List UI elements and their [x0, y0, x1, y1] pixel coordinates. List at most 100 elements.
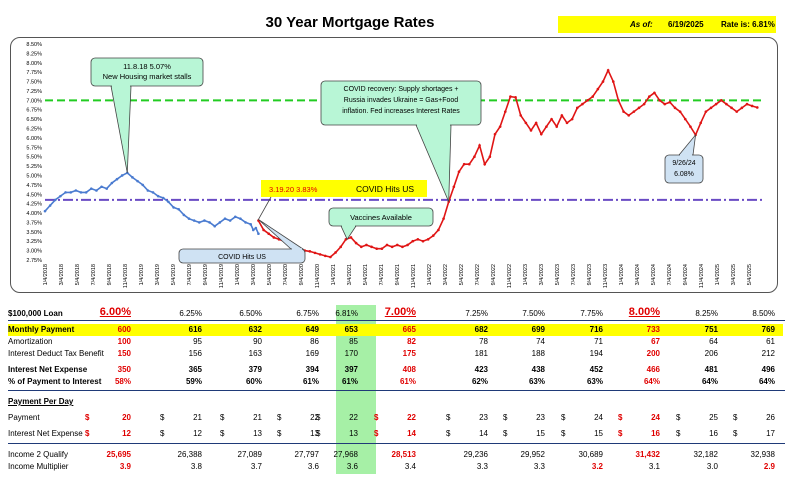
payment-per-day-row-cell: 21	[193, 413, 202, 422]
rate-header-row-cell: 8.00%	[628, 306, 660, 318]
rate-point	[406, 243, 409, 247]
rate-point	[89, 187, 93, 190]
rate-point	[115, 177, 119, 181]
rate-point	[755, 106, 759, 109]
x-tick-label: 1/4/2021	[331, 264, 337, 285]
rate-point	[323, 254, 327, 258]
rate-point	[375, 247, 379, 251]
rate-point	[354, 241, 358, 245]
payment-per-day-row-cell: 22	[349, 413, 358, 422]
payment-pct-row-cell: 62%	[471, 377, 488, 386]
rate-point	[318, 253, 322, 256]
interest-net-expense-row-cell: 394	[305, 365, 319, 374]
income-qualify-row-cell: 32,182	[693, 450, 718, 459]
rate-point	[69, 191, 73, 194]
rate-header-row-cell: 7.00%	[384, 306, 416, 318]
amortization-row-cell: 82	[407, 337, 416, 346]
rate-point	[699, 121, 703, 125]
payment-per-day-row-cell: 20	[122, 413, 131, 422]
x-tick-label: 5/4/2023	[555, 264, 561, 285]
payment-per-day-row-currency: $	[374, 413, 379, 422]
monthly-payment-row-cell: 682	[474, 325, 488, 334]
housing-stall-annotation-pointer	[110, 85, 132, 173]
interest-per-day-row: Interest Net Expense 12 $12 $13 $13 $13 $14 $14…	[8, 428, 783, 440]
housing-stall-annotation-text: 11.8.18 5.07%	[123, 62, 171, 71]
interest-per-day-row-cell: 13	[310, 429, 319, 438]
rate-point	[745, 102, 749, 106]
payment-per-day-row-cell: 26	[766, 413, 775, 422]
amortization-row-cell: 90	[253, 337, 262, 346]
income-qualify-row-cell: 27,968	[333, 450, 358, 459]
covid-recovery-annotation-text: Russia invades Ukraine = Gas+Food	[344, 97, 458, 104]
x-tick-label: 3/4/2023	[539, 264, 545, 285]
rate-point	[223, 217, 227, 220]
rate-point	[218, 221, 222, 224]
interest-per-day-row-cell: 13	[349, 429, 358, 438]
y-tick-label: 8.50%	[26, 42, 42, 48]
rate-point	[156, 194, 160, 198]
rate-point	[529, 129, 533, 132]
rate-point	[334, 251, 337, 254]
payment-per-day-row-cell: 23	[536, 413, 545, 422]
payment-per-day-header: Payment Per Day	[8, 396, 783, 408]
income-qualify-row-cell: 25,695	[106, 450, 131, 459]
interest-per-day-row-cell: 12	[193, 429, 202, 438]
payment-pct-row-cell: 61%	[302, 377, 319, 386]
interest-per-day-row-currency: $	[220, 429, 225, 438]
payment-per-day-header-label: Payment Per Day	[8, 397, 74, 406]
rate-point	[730, 106, 733, 110]
payment-pct-row-cell: 58%	[114, 377, 131, 386]
rate-point	[719, 99, 723, 102]
rate-point	[498, 125, 502, 128]
x-tick-label: 1/4/2020	[235, 264, 241, 285]
rate-point	[519, 114, 523, 117]
income-multiplier-row-cell: 3.2	[591, 462, 603, 471]
rate-header-row-cell: 6.75%	[296, 309, 319, 318]
rate-point	[395, 243, 399, 247]
tax-benefit-row-cell: 206	[704, 349, 718, 358]
rate-point	[647, 95, 651, 98]
rate-point	[467, 162, 471, 166]
covid-hits-pointer	[258, 196, 272, 220]
interest-per-day-row-cell: 12	[122, 429, 131, 438]
payment-pct-row-cell: 60%	[245, 377, 262, 386]
rate-point	[233, 215, 237, 219]
rate-line-chart: 8.50% 8.25% 8.00% 7.75% 7.50% 7.25% 7.00% 6.75%…	[26, 42, 765, 288]
rate-point	[545, 125, 548, 128]
y-tick-label: 4.00%	[26, 211, 42, 217]
rate-point	[141, 183, 145, 187]
rate-point	[167, 200, 170, 204]
interest-net-expense-row-cell: 379	[248, 365, 262, 374]
income-qualify-row-cell: 27,089	[237, 450, 262, 459]
rate-point	[426, 238, 430, 241]
rate-point	[611, 80, 615, 83]
rate-point	[627, 114, 631, 117]
monthly-payment-row-cell: 699	[531, 325, 545, 334]
rate-point	[267, 232, 271, 236]
y-tick-label: 7.00%	[26, 98, 42, 104]
payment-per-day-row-cell: 23	[479, 413, 488, 422]
page-title: 30 Year Mortgage Rates	[265, 14, 435, 31]
interest-net-expense-row-cell: 438	[531, 365, 545, 374]
interest-per-day-row-currency: $	[446, 429, 451, 438]
y-tick-label: 7.50%	[26, 80, 42, 86]
rate-point	[683, 117, 687, 121]
payment-pct-row-cell: 64%	[643, 377, 660, 386]
rate-point	[509, 95, 512, 98]
y-tick-label: 3.25%	[26, 239, 42, 245]
y-tick-label: 8.00%	[26, 61, 42, 67]
rate-point	[565, 121, 569, 125]
y-tick-label: 6.75%	[26, 108, 42, 114]
rate-point	[411, 239, 415, 243]
rate-point	[95, 189, 98, 192]
rate-point	[493, 132, 497, 136]
rate-point	[431, 234, 435, 237]
amortization-row-label: Amortization	[8, 337, 53, 346]
rate-point	[462, 162, 466, 166]
y-tick-label: 7.75%	[26, 70, 42, 76]
rate-point	[524, 121, 528, 125]
rate-point	[457, 170, 461, 174]
rate-point	[586, 99, 589, 102]
housing-stall-annotation-text: New Housing market stalls	[103, 72, 192, 81]
income-multiplier-row: Income Multiplier 3.9 3.8 3.7 3.6 3.6 3.4 3.3 3.…	[8, 461, 783, 473]
